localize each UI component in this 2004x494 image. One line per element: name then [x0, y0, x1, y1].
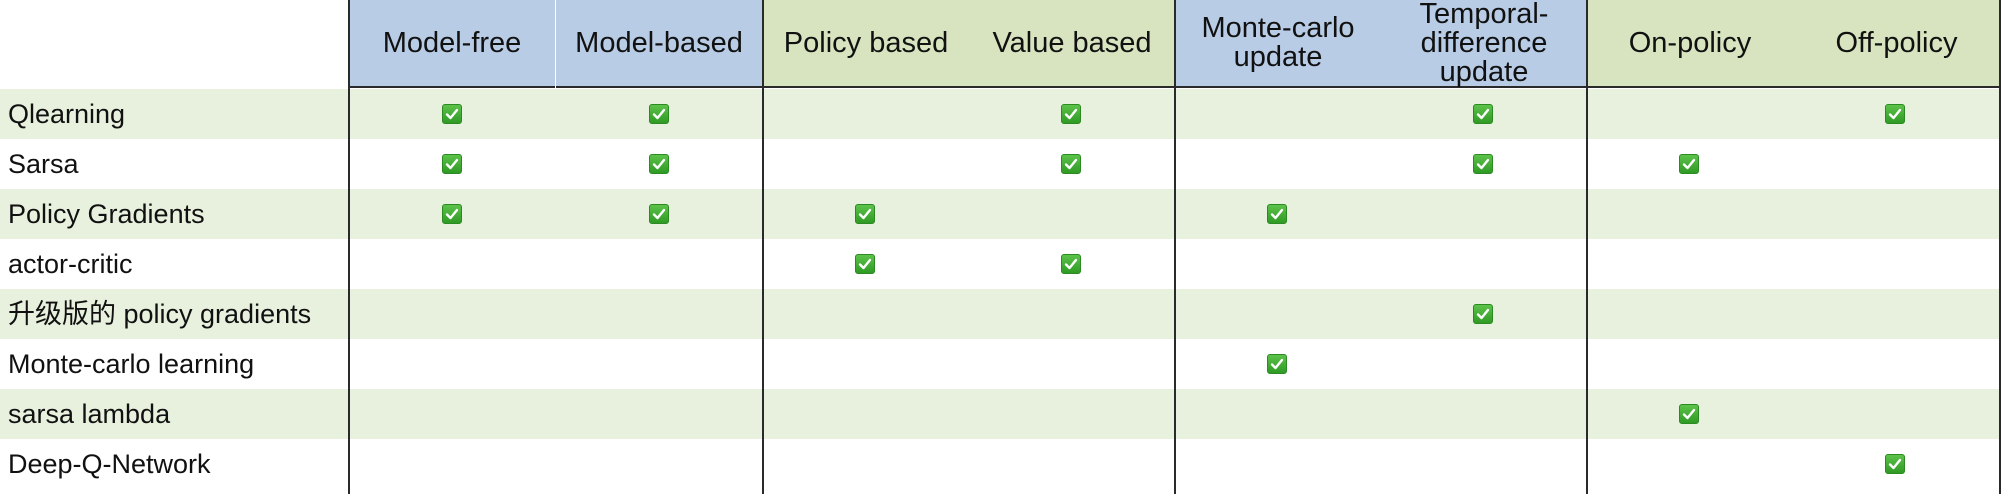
checkbox-checked-icon — [442, 154, 462, 174]
header-cell-policy-based: Policy based — [763, 0, 969, 88]
checkbox-checked-icon — [1061, 104, 1081, 124]
checkbox-checked-icon — [1473, 104, 1493, 124]
column-separator — [1999, 0, 2001, 494]
checkbox-checked-icon — [1267, 204, 1287, 224]
row-label: Policy Gradients — [8, 199, 205, 229]
header-label-line: Temporal- — [1419, 0, 1549, 30]
table-row: Policy Gradients — [0, 189, 2000, 239]
header-cell-monte-carlo-update: Monte-carlo update — [1175, 0, 1381, 88]
row-label: Monte-carlo learning — [8, 349, 255, 379]
checkbox-checked-icon — [1267, 354, 1287, 374]
checkbox-checked-icon — [1885, 104, 1905, 124]
table-row: Deep-Q-Network — [0, 439, 2000, 489]
header-label-line: Policy based — [783, 26, 949, 59]
column-separator — [1174, 0, 1176, 494]
header-label-line: update — [1439, 55, 1529, 88]
header-cell-off-policy: Off-policy — [1793, 0, 2000, 88]
row-label: Deep-Q-Network — [8, 449, 211, 479]
checkbox-checked-icon — [1061, 254, 1081, 274]
checkbox-checked-icon — [1679, 404, 1699, 424]
table-row: actor-critic — [0, 239, 2000, 289]
checkbox-checked-icon — [855, 254, 875, 274]
column-separator — [762, 0, 764, 494]
column-separator — [348, 0, 350, 494]
row-label: Qlearning — [8, 99, 126, 129]
header-label-line: difference — [1420, 26, 1548, 59]
header-label-line: Model-based — [575, 26, 743, 59]
header-cell-temporal-difference-update: Temporal-difference update — [1381, 0, 1587, 88]
checkbox-checked-icon — [1679, 154, 1699, 174]
column-separator — [1586, 0, 1588, 494]
checkbox-checked-icon — [442, 204, 462, 224]
table-row: 升级版的 policy gradients — [0, 289, 2000, 339]
header-label-line: On-policy — [1628, 26, 1752, 59]
checkbox-checked-icon — [649, 154, 669, 174]
row-label: Sarsa — [8, 149, 79, 179]
table-row: Qlearning — [0, 89, 2000, 139]
header-label-line: Off-policy — [1835, 26, 1958, 59]
row-label: sarsa lambda — [8, 399, 171, 429]
header-label-line: Model-free — [382, 26, 522, 59]
header-cell-model-based: Model-based — [556, 0, 762, 88]
header-cell-value-based: Value based — [969, 0, 1175, 88]
row-label: actor-critic — [8, 249, 133, 279]
header-label-line: Value based — [992, 26, 1152, 59]
checkbox-checked-icon — [649, 204, 669, 224]
header-cell-model-free: Model-free — [349, 0, 555, 88]
row-label: 升级版的 policy gradients — [8, 299, 312, 329]
checkbox-checked-icon — [442, 104, 462, 124]
header-cell-on-policy: On-policy — [1587, 0, 1793, 88]
table-row: sarsa lambda — [0, 389, 2000, 439]
header-label-line: Monte-carlo — [1201, 12, 1355, 44]
checkbox-checked-icon — [1061, 154, 1081, 174]
checkbox-checked-icon — [649, 104, 669, 124]
checkbox-checked-icon — [855, 204, 875, 224]
checkbox-checked-icon — [1473, 154, 1493, 174]
header-label-line: update — [1233, 41, 1323, 73]
table-row: Sarsa — [0, 139, 2000, 189]
table-row: Monte-carlo learning — [0, 339, 2000, 389]
checkbox-checked-icon — [1885, 454, 1905, 474]
checkbox-checked-icon — [1473, 304, 1493, 324]
